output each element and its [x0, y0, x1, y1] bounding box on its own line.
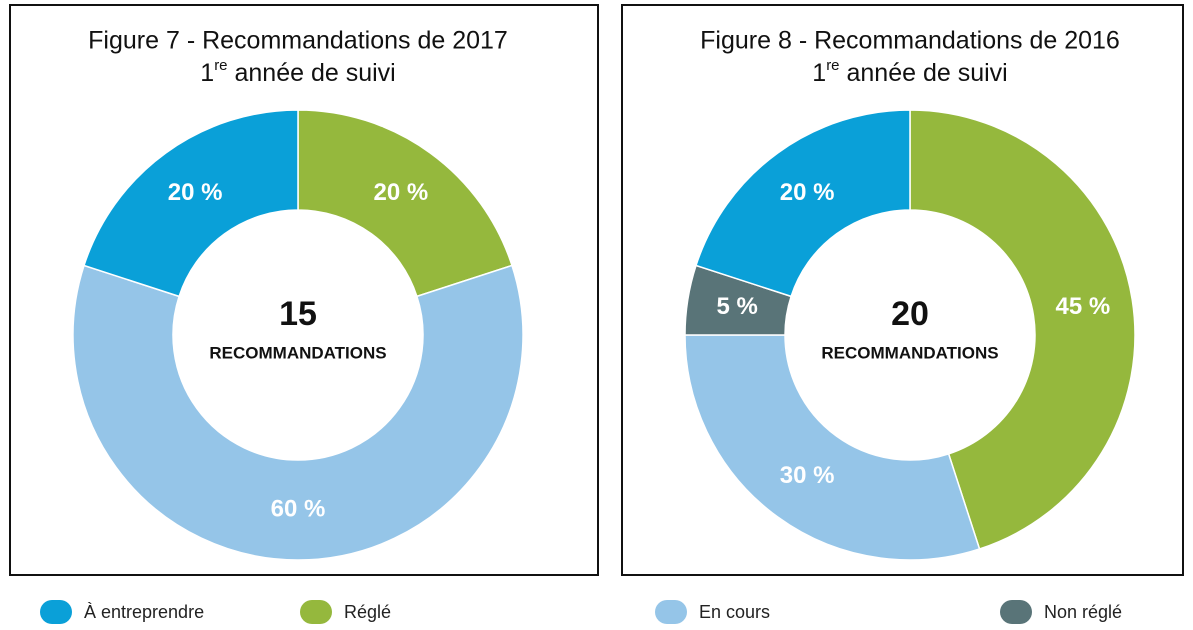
legend-label: Non réglé [1044, 602, 1122, 622]
legend-swatch [300, 600, 332, 624]
legend-swatch [40, 600, 72, 624]
legend-label: En cours [699, 602, 770, 622]
slice-label: 45 % [1055, 293, 1110, 320]
legend-swatch [655, 600, 687, 624]
legend-label: Réglé [344, 602, 391, 622]
slice-label: 5 % [716, 293, 757, 320]
chart-title: Figure 7 - Recommandations de 2017 [88, 27, 508, 55]
subtitle-part: re [214, 57, 227, 74]
donut-slice [909, 109, 1136, 550]
slice-label: 20 % [374, 179, 429, 206]
subtitle-part: année de suivi [840, 59, 1008, 87]
subtitle-part: 1 [812, 59, 826, 87]
donut-slice [297, 109, 513, 298]
donut-slice [695, 109, 911, 298]
chart-subtitle: 1re année de suivi [200, 57, 395, 87]
center-label: RECOMMANDATIONS [821, 343, 998, 362]
legend-swatch [1000, 600, 1032, 624]
subtitle-part: 1 [200, 59, 214, 87]
slice-label: 20 % [780, 179, 835, 206]
center-label: RECOMMANDATIONS [209, 343, 386, 362]
slice-label: 20 % [168, 179, 223, 206]
legend-label: À entreprendre [84, 602, 204, 622]
panel-border [621, 4, 1184, 576]
donut-slice [684, 334, 981, 561]
panel-border [9, 4, 599, 576]
center-value: 15 [279, 295, 317, 333]
slice-label: 30 % [780, 462, 835, 489]
subtitle-part: re [826, 57, 839, 74]
chart-subtitle: 1re année de suivi [812, 57, 1007, 87]
donut-slice [83, 109, 299, 298]
slice-label: 60 % [271, 495, 326, 522]
center-value: 20 [891, 295, 929, 333]
subtitle-part: année de suivi [228, 59, 396, 87]
donut-slice [72, 264, 524, 561]
chart-title: Figure 8 - Recommandations de 2016 [700, 27, 1120, 55]
